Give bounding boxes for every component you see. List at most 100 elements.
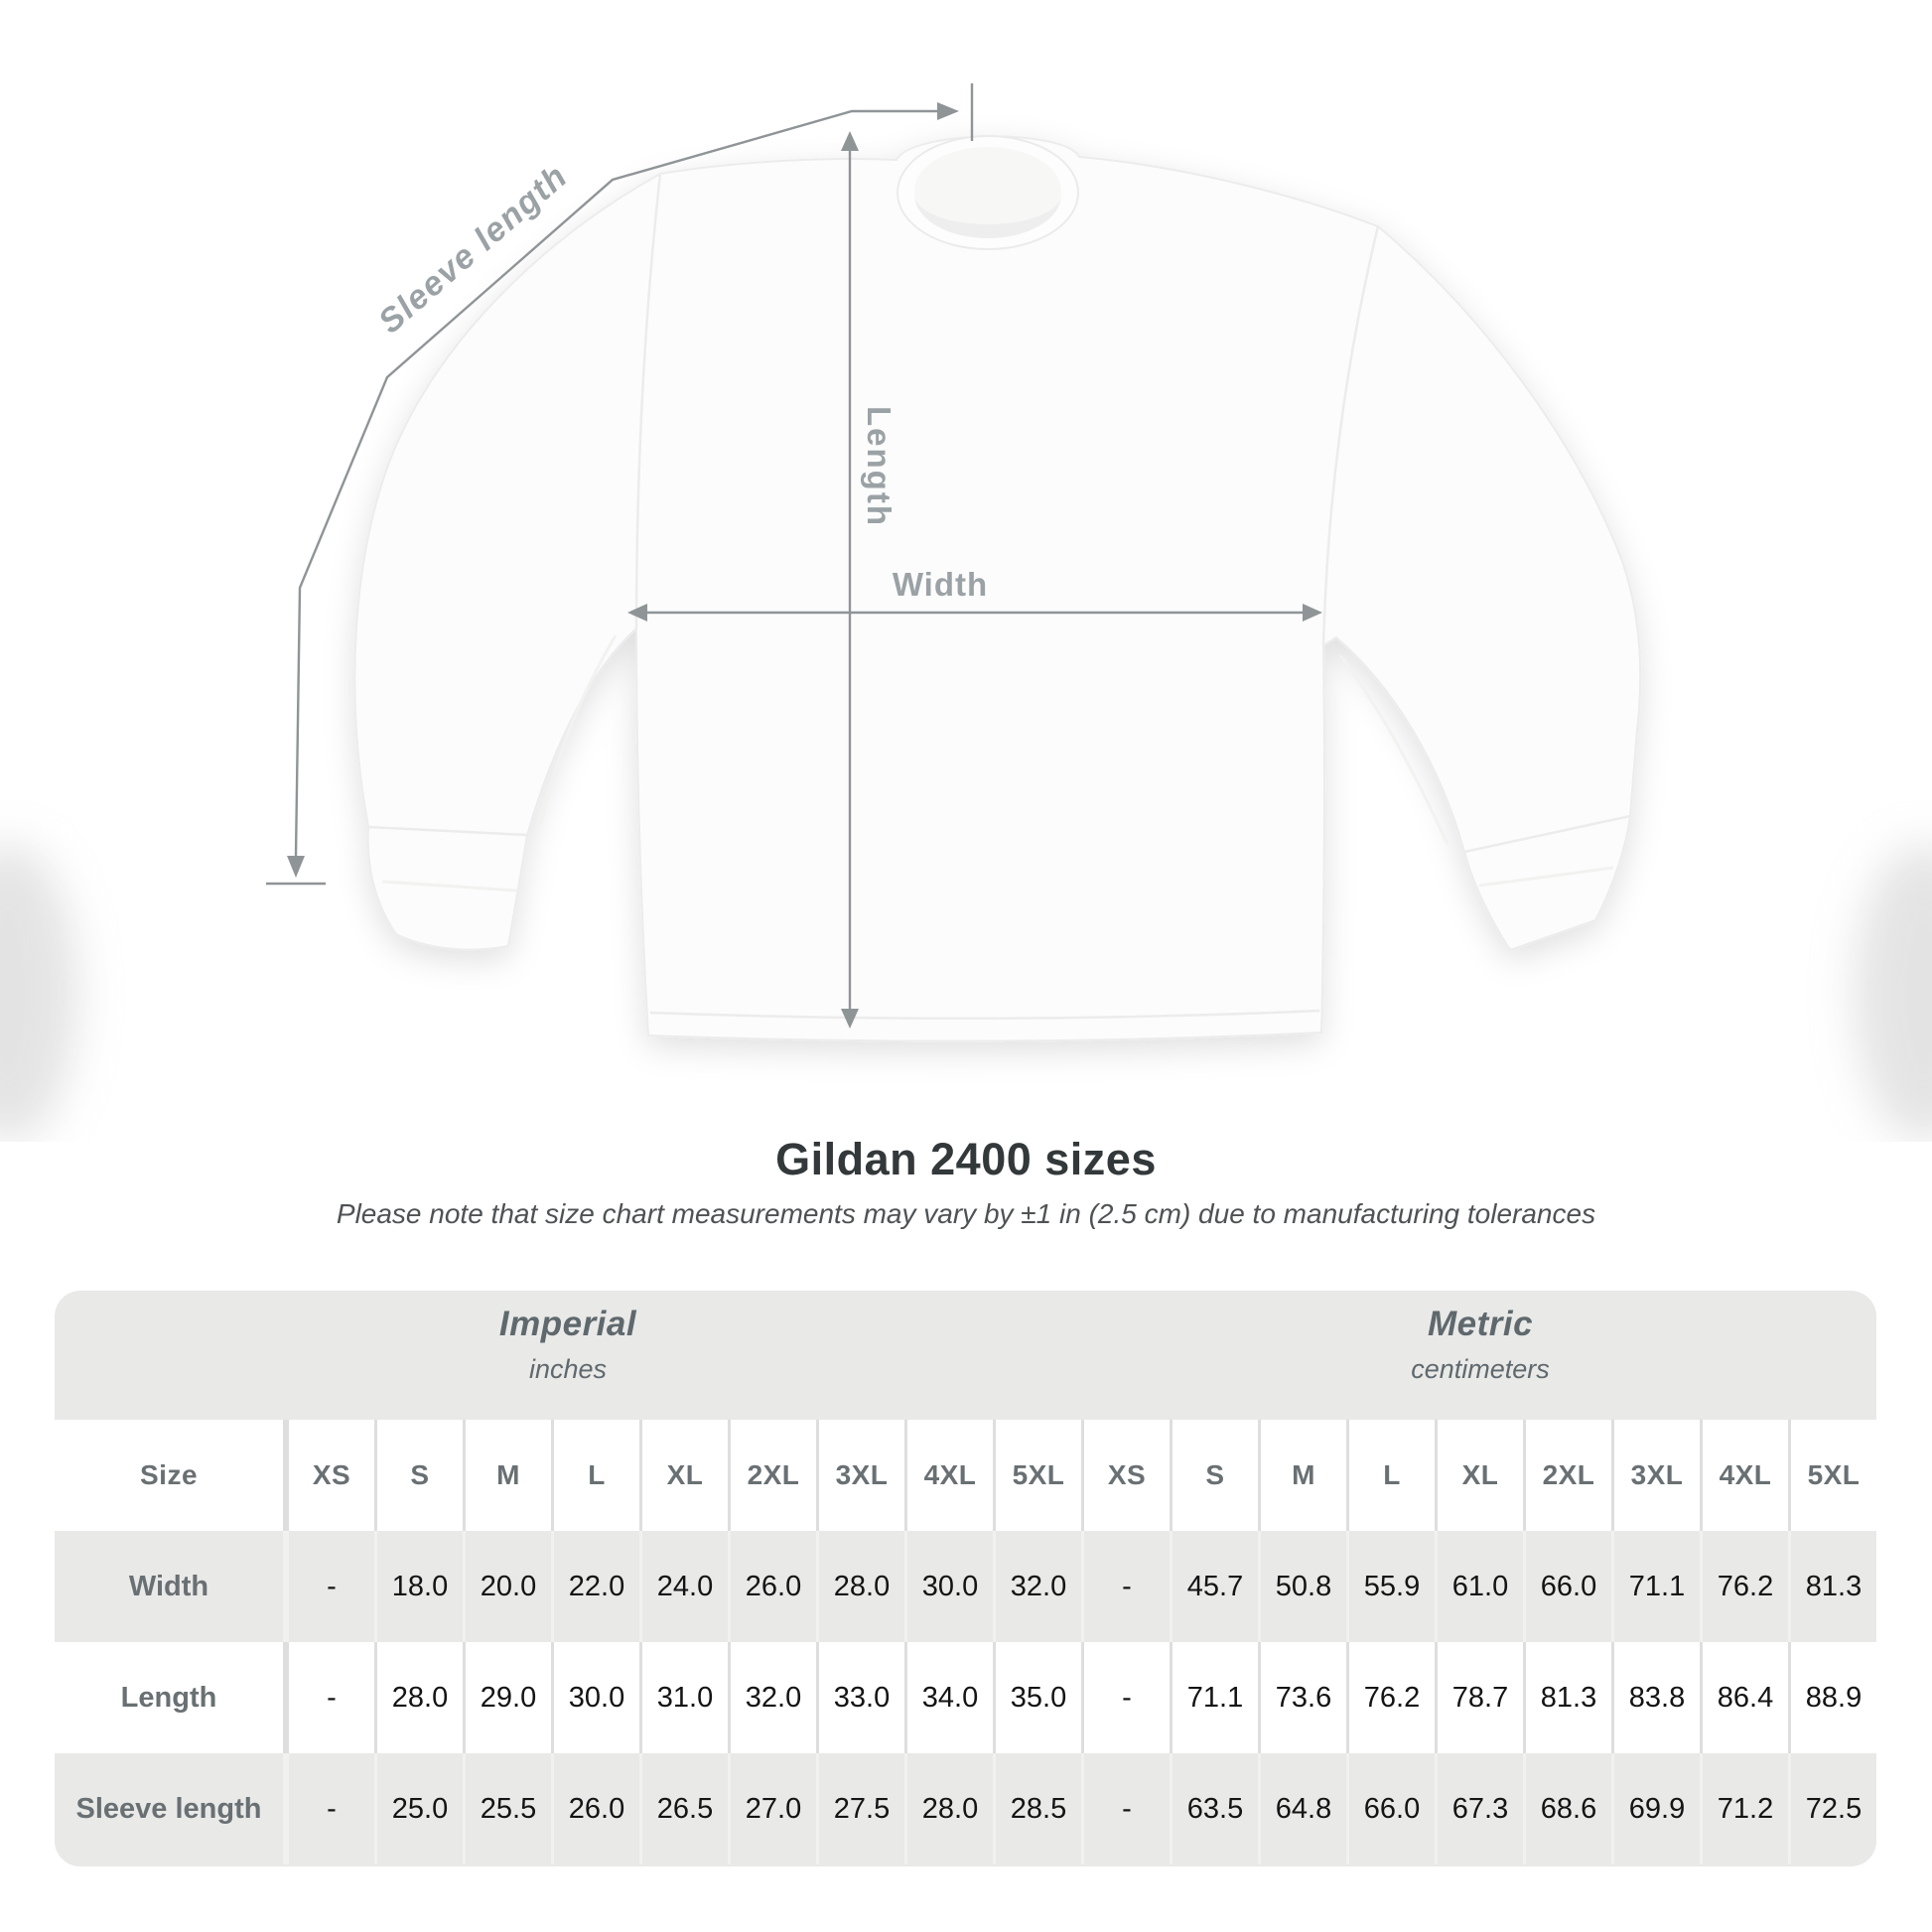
metric-value-cell: 78.7	[1438, 1642, 1523, 1753]
table-body: Width -18.0 20.0 22.0 24.0 26.0 28.0 30.0 32.0-4…	[55, 1531, 1876, 1864]
imperial-value-cell: 35.0	[996, 1642, 1081, 1753]
metric-size-header: XS	[1084, 1420, 1170, 1531]
imperial-value-cell: 30.0	[554, 1642, 639, 1753]
imperial-value-cell: 20.0	[466, 1531, 551, 1642]
imperial-value-cell: 32.0	[731, 1642, 816, 1753]
imperial-value-cell: 27.0	[731, 1753, 816, 1864]
imperial-value-cell: 25.0	[377, 1753, 463, 1864]
metric-group-label: Metric	[1427, 1305, 1534, 1343]
row-label: Length	[55, 1642, 283, 1753]
metric-value-cell: 76.2	[1349, 1642, 1435, 1753]
metric-group-unit: centimeters	[1411, 1354, 1550, 1384]
imperial-size-header: S	[377, 1420, 463, 1531]
metric-value-cell: 66.0	[1526, 1531, 1611, 1642]
metric-value-cell: 67.3	[1438, 1753, 1523, 1864]
table-row-sleeve-length: Sleeve length -25.0 25.5 26.0 26.5 27.0 27.5 28…	[55, 1753, 1876, 1864]
metric-size-header: M	[1261, 1420, 1346, 1531]
size-column-title: Size	[55, 1420, 283, 1531]
metric-value-cell: 50.8	[1261, 1531, 1346, 1642]
imperial-value-cell: 28.5	[996, 1753, 1081, 1864]
imperial-value-cell: -	[289, 1753, 374, 1864]
table-row-length: Length -28.0 29.0 30.0 31.0 32.0 33.0 34.0 35.0-…	[55, 1642, 1876, 1753]
metric-size-header: L	[1349, 1420, 1435, 1531]
metric-value-cell: 68.6	[1526, 1753, 1611, 1864]
imperial-value-cell: 24.0	[642, 1531, 728, 1642]
imperial-value-cell: 30.0	[907, 1531, 993, 1642]
measurement-annotations	[266, 83, 1322, 1029]
metric-value-cell: 86.4	[1703, 1642, 1788, 1753]
imperial-size-header: 3XL	[819, 1420, 904, 1531]
shirt-collar	[897, 135, 1079, 250]
metric-value-cell: 71.1	[1173, 1642, 1258, 1753]
backdrop-shading	[0, 844, 1932, 1142]
metric-value-cell: 55.9	[1349, 1531, 1435, 1642]
imperial-value-cell: 26.0	[731, 1531, 816, 1642]
metric-size-header: 2XL	[1526, 1420, 1611, 1531]
metric-size-header: 4XL	[1703, 1420, 1788, 1531]
imperial-size-header: M	[466, 1420, 551, 1531]
imperial-value-cell: 32.0	[996, 1531, 1081, 1642]
metric-value-cell: 63.5	[1173, 1753, 1258, 1864]
imperial-group-header: Imperial inches	[55, 1291, 1081, 1420]
imperial-value-cell: 29.0	[466, 1642, 551, 1753]
metric-group-header: Metric centimeters	[1084, 1291, 1876, 1420]
imperial-value-cell: 26.5	[642, 1753, 728, 1864]
page-title: Gildan 2400 sizes	[775, 1134, 1157, 1184]
sleeve-length-arrow	[266, 83, 974, 886]
row-label: Sleeve length	[55, 1753, 283, 1864]
imperial-size-header: 2XL	[731, 1420, 816, 1531]
imperial-value-cell: 28.0	[819, 1531, 904, 1642]
imperial-value-cell: 27.5	[819, 1753, 904, 1864]
shirt-illustration	[353, 135, 1642, 1042]
metric-value-cell: 81.3	[1791, 1531, 1876, 1642]
imperial-value-cell: 22.0	[554, 1531, 639, 1642]
width-label: Width	[893, 566, 988, 603]
imperial-group-label: Imperial	[498, 1305, 637, 1343]
imperial-value-cell: 28.0	[377, 1642, 463, 1753]
row-label: Width	[55, 1531, 283, 1642]
metric-value-cell: 61.0	[1438, 1531, 1523, 1642]
metric-value-cell: 73.6	[1261, 1642, 1346, 1753]
imperial-value-cell: 33.0	[819, 1642, 904, 1753]
imperial-value-cell: 26.0	[554, 1753, 639, 1864]
metric-value-cell: 71.1	[1614, 1531, 1700, 1642]
metric-value-cell: 66.0	[1349, 1753, 1435, 1864]
length-arrow	[841, 131, 859, 1029]
imperial-size-header: XS	[289, 1420, 374, 1531]
metric-value-cell: -	[1084, 1753, 1170, 1864]
imperial-size-header: XL	[642, 1420, 728, 1531]
table-row-width: Width -18.0 20.0 22.0 24.0 26.0 28.0 30.0 32.0-4…	[55, 1531, 1876, 1642]
metric-value-cell: 76.2	[1703, 1531, 1788, 1642]
size-table: Imperial inches Metric centimeters Size X…	[55, 1291, 1876, 1866]
imperial-size-header: 4XL	[907, 1420, 993, 1531]
imperial-value-cell: -	[289, 1642, 374, 1753]
metric-value-cell: 64.8	[1261, 1753, 1346, 1864]
metric-value-cell: 45.7	[1173, 1531, 1258, 1642]
metric-value-cell: 71.2	[1703, 1753, 1788, 1864]
imperial-size-header: 5XL	[996, 1420, 1081, 1531]
length-label: Length	[861, 406, 897, 527]
imperial-size-header: L	[554, 1420, 639, 1531]
width-arrow	[627, 604, 1322, 621]
imperial-group-unit: inches	[528, 1354, 608, 1384]
unit-group-row: Imperial inches Metric centimeters	[55, 1291, 1876, 1420]
imperial-value-cell: 28.0	[907, 1753, 993, 1864]
imperial-value-cell: 18.0	[377, 1531, 463, 1642]
metric-size-header: S	[1173, 1420, 1258, 1531]
metric-value-cell: 83.8	[1614, 1642, 1700, 1753]
imperial-value-cell: -	[289, 1531, 374, 1642]
imperial-value-cell: 34.0	[907, 1642, 993, 1753]
imperial-value-cell: 25.5	[466, 1753, 551, 1864]
page-subtitle: Please note that size chart measurements…	[336, 1198, 1596, 1229]
metric-size-header: 5XL	[1791, 1420, 1876, 1531]
metric-value-cell: -	[1084, 1642, 1170, 1753]
metric-value-cell: 81.3	[1526, 1642, 1611, 1753]
imperial-value-cell: 31.0	[642, 1642, 728, 1753]
size-header-row: Size XS S M L XL 2XL 3XL 4XL 5XL XS S M L XL 2XL 3XL 4XL 5…	[55, 1420, 1876, 1531]
shirt-measurement-diagram: Sleeve length Length Width	[0, 83, 1932, 1142]
metric-value-cell: -	[1084, 1531, 1170, 1642]
metric-value-cell: 88.9	[1791, 1642, 1876, 1753]
metric-size-header: 3XL	[1614, 1420, 1700, 1531]
metric-value-cell: 69.9	[1614, 1753, 1700, 1864]
